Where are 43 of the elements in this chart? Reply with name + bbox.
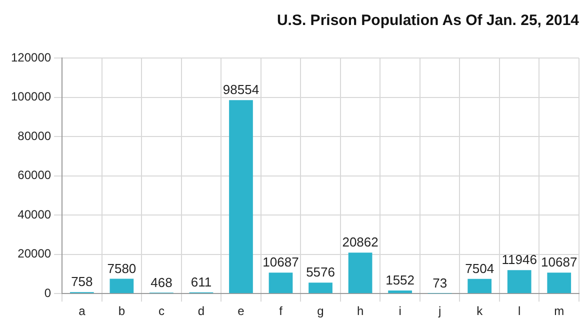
data-label: 611 — [190, 274, 212, 290]
x-tick-label: c — [158, 304, 164, 318]
data-label: 7504 — [465, 260, 494, 276]
bar — [547, 272, 572, 294]
x-tick-label: f — [279, 304, 284, 318]
bar — [388, 290, 412, 294]
y-tick-label: 20000 — [18, 246, 52, 261]
chart-title: U.S. Prison Population As Of Jan. 25, 2014 — [276, 12, 580, 30]
x-tick-label: k — [476, 304, 484, 318]
bar — [229, 100, 253, 294]
data-label: 10687 — [262, 254, 299, 270]
x-tick-label: m — [554, 304, 564, 318]
x-tick-label: b — [118, 304, 126, 318]
y-tick-label: 60000 — [18, 168, 52, 182]
x-tick-label: l — [518, 304, 521, 318]
data-label: 468 — [150, 274, 172, 290]
data-label: 10687 — [541, 254, 578, 270]
y-tick-label: 100000 — [10, 90, 52, 104]
x-tick-label: i — [398, 304, 402, 318]
data-label: 758 — [71, 274, 93, 290]
y-tick-label: 0 — [44, 286, 52, 300]
bar — [308, 282, 332, 294]
x-tick-label: h — [356, 304, 364, 318]
y-tick-label: 120000 — [10, 50, 52, 64]
y-tick-label: 80000 — [18, 128, 52, 143]
x-tick-label: a — [78, 304, 86, 318]
bar — [348, 252, 372, 294]
data-label: 11946 — [502, 252, 537, 268]
x-tick-label: d — [198, 304, 205, 318]
data-label: 98554 — [222, 82, 260, 98]
bar — [268, 272, 293, 294]
y-tick-label: 40000 — [18, 207, 52, 222]
bar — [468, 278, 492, 294]
x-tick-label: e — [238, 304, 245, 318]
data-label: 1552 — [386, 272, 415, 288]
x-tick-label: j — [437, 304, 442, 318]
data-label: 20862 — [342, 234, 378, 250]
bar — [507, 270, 532, 294]
data-label: 7580 — [107, 260, 136, 276]
x-tick-label: g — [317, 304, 324, 318]
bar — [110, 278, 134, 294]
data-label: 73 — [432, 276, 448, 291]
data-label: 5576 — [306, 264, 335, 280]
